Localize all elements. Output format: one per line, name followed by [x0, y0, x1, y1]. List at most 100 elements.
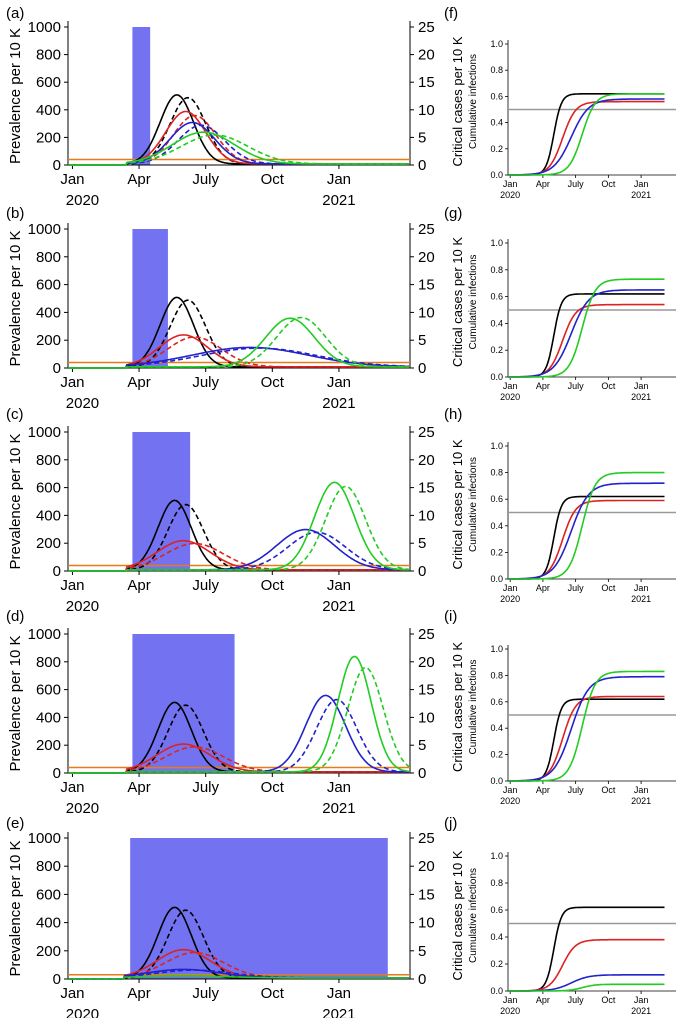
- y-tick-label: 200: [36, 129, 61, 146]
- y-tick-label: 1.0: [490, 644, 503, 654]
- y-axis-label: Prevalence per 10 K: [7, 28, 24, 164]
- y-axis-sublabel: Cumulative infections: [468, 868, 479, 963]
- x-year-label: 2021: [322, 800, 355, 817]
- y-right-tick-label: 15: [418, 277, 435, 294]
- y-tick-label: 400: [36, 915, 61, 932]
- x-year-label: 2020: [500, 594, 520, 604]
- x-year-label: 2021: [631, 594, 651, 604]
- series-line-2: [508, 974, 665, 992]
- x-year-label: 2021: [631, 796, 651, 806]
- y-axis-label: Prevalence per 10 K: [7, 434, 24, 570]
- x-tick-label: Oct: [261, 171, 285, 188]
- x-tick-label: Jan: [327, 171, 351, 188]
- panel-label: (g): [444, 205, 462, 222]
- x-tick-label: Oct: [601, 995, 616, 1005]
- y-tick-label: 200: [36, 737, 61, 754]
- x-tick-label: Oct: [601, 179, 616, 189]
- x-tick-label: July: [192, 171, 219, 188]
- series-line-3: [508, 983, 665, 992]
- series-line-2: [68, 743, 409, 774]
- series-line-1: [68, 503, 409, 572]
- y-tick-label: 800: [36, 249, 61, 266]
- y-tick-label: 800: [36, 47, 61, 64]
- lockdown-bar: [130, 838, 388, 979]
- y-tick-label: 0.6: [490, 91, 503, 101]
- panel-label: (f): [444, 5, 458, 22]
- y-tick-label: 600: [36, 682, 61, 699]
- y-tick-label: 1000: [28, 626, 61, 643]
- y-tick-label: 800: [36, 858, 61, 875]
- y-right-tick-label: 5: [418, 535, 426, 552]
- x-tick-label: Jan: [60, 779, 84, 796]
- series-line-7: [68, 316, 409, 369]
- x-year-label: 2020: [500, 392, 520, 402]
- panel-label: (e): [6, 815, 24, 832]
- x-tick-label: Jan: [327, 779, 351, 796]
- panel-label: (i): [444, 608, 457, 625]
- x-tick-label: Jan: [634, 785, 649, 795]
- y-right-tick-label: 15: [418, 480, 435, 497]
- series-line-1: [68, 299, 409, 369]
- x-tick-label: Jan: [503, 583, 518, 593]
- x-year-label: 2020: [500, 1006, 520, 1016]
- x-year-label: 2021: [322, 598, 355, 615]
- y-axis-label: Prevalence per 10 K: [7, 841, 24, 977]
- x-tick-label: Jan: [60, 985, 84, 1002]
- x-tick-label: Oct: [601, 785, 616, 795]
- y-right-tick-label: 5: [418, 943, 426, 960]
- x-tick-label: July: [192, 985, 219, 1002]
- y-right-tick-label: 0: [418, 360, 426, 377]
- y-tick-label: 0: [53, 157, 61, 174]
- y-right-tick-label: 0: [418, 563, 426, 580]
- y-tick-label: 0: [53, 971, 61, 988]
- x-tick-label: Apr: [127, 779, 150, 796]
- x-tick-label: Jan: [634, 995, 649, 1005]
- x-year-label: 2021: [631, 1006, 651, 1016]
- x-year-label: 2020: [500, 796, 520, 806]
- series-line-2: [508, 289, 665, 378]
- x-tick-label: Apr: [127, 985, 150, 1002]
- y-right-tick-label: 15: [418, 74, 435, 91]
- x-tick-label: Apr: [536, 381, 550, 391]
- y-tick-label: 0.4: [490, 318, 503, 328]
- y-right-tick-label: 15: [418, 886, 435, 903]
- prevalence-chart-1: 0 200 400 600 800 1000 0 5 10 15 20 25 Jan Apr July Oct…: [6, 205, 435, 412]
- series-line-6: [68, 481, 409, 572]
- x-tick-label: Jan: [327, 374, 351, 391]
- x-year-label: 2021: [322, 395, 355, 412]
- x-tick-label: July: [568, 179, 585, 189]
- y-right-tick-label: 25: [418, 830, 435, 847]
- y-right-tick-label: 10: [418, 709, 435, 726]
- series-line-1: [68, 96, 409, 166]
- y-tick-label: 0.2: [490, 547, 503, 557]
- y-tick-label: 0: [53, 563, 61, 580]
- x-year-label: 2020: [66, 598, 99, 615]
- lockdown-bar: [132, 432, 191, 571]
- y-right-tick-label: 20: [418, 452, 435, 469]
- y-axis-label: Critical cases per 10 K: [450, 850, 465, 980]
- x-tick-label: July: [568, 381, 585, 391]
- y-right-tick-label: 5: [418, 129, 426, 146]
- x-year-label: 2020: [66, 395, 99, 412]
- y-right-tick-label: 20: [418, 858, 435, 875]
- x-year-label: 2021: [631, 190, 651, 200]
- x-tick-label: July: [568, 995, 585, 1005]
- x-year-label: 2021: [322, 192, 355, 209]
- series-line-7: [68, 134, 409, 166]
- x-tick-label: Jan: [503, 179, 518, 189]
- x-tick-label: Oct: [601, 583, 616, 593]
- series-line-1: [508, 100, 665, 176]
- panel-label: (h): [444, 406, 462, 423]
- prevalence-chart-3: 0 200 400 600 800 1000 0 5 10 15 20 25 Jan Apr July Oct…: [6, 608, 435, 817]
- y-tick-label: 0.8: [490, 65, 503, 75]
- y-right-tick-label: 20: [418, 654, 435, 671]
- x-tick-label: Oct: [601, 381, 616, 391]
- y-tick-label: 0.2: [490, 750, 503, 760]
- y-axis-label: Prevalence per 10 K: [7, 636, 24, 772]
- x-tick-label: Apr: [127, 374, 150, 391]
- prevalence-chart-0: 0 200 400 600 800 1000 0 5 10 15 20 25 Jan Apr July Oct…: [6, 5, 435, 209]
- series-line-6: [68, 317, 409, 369]
